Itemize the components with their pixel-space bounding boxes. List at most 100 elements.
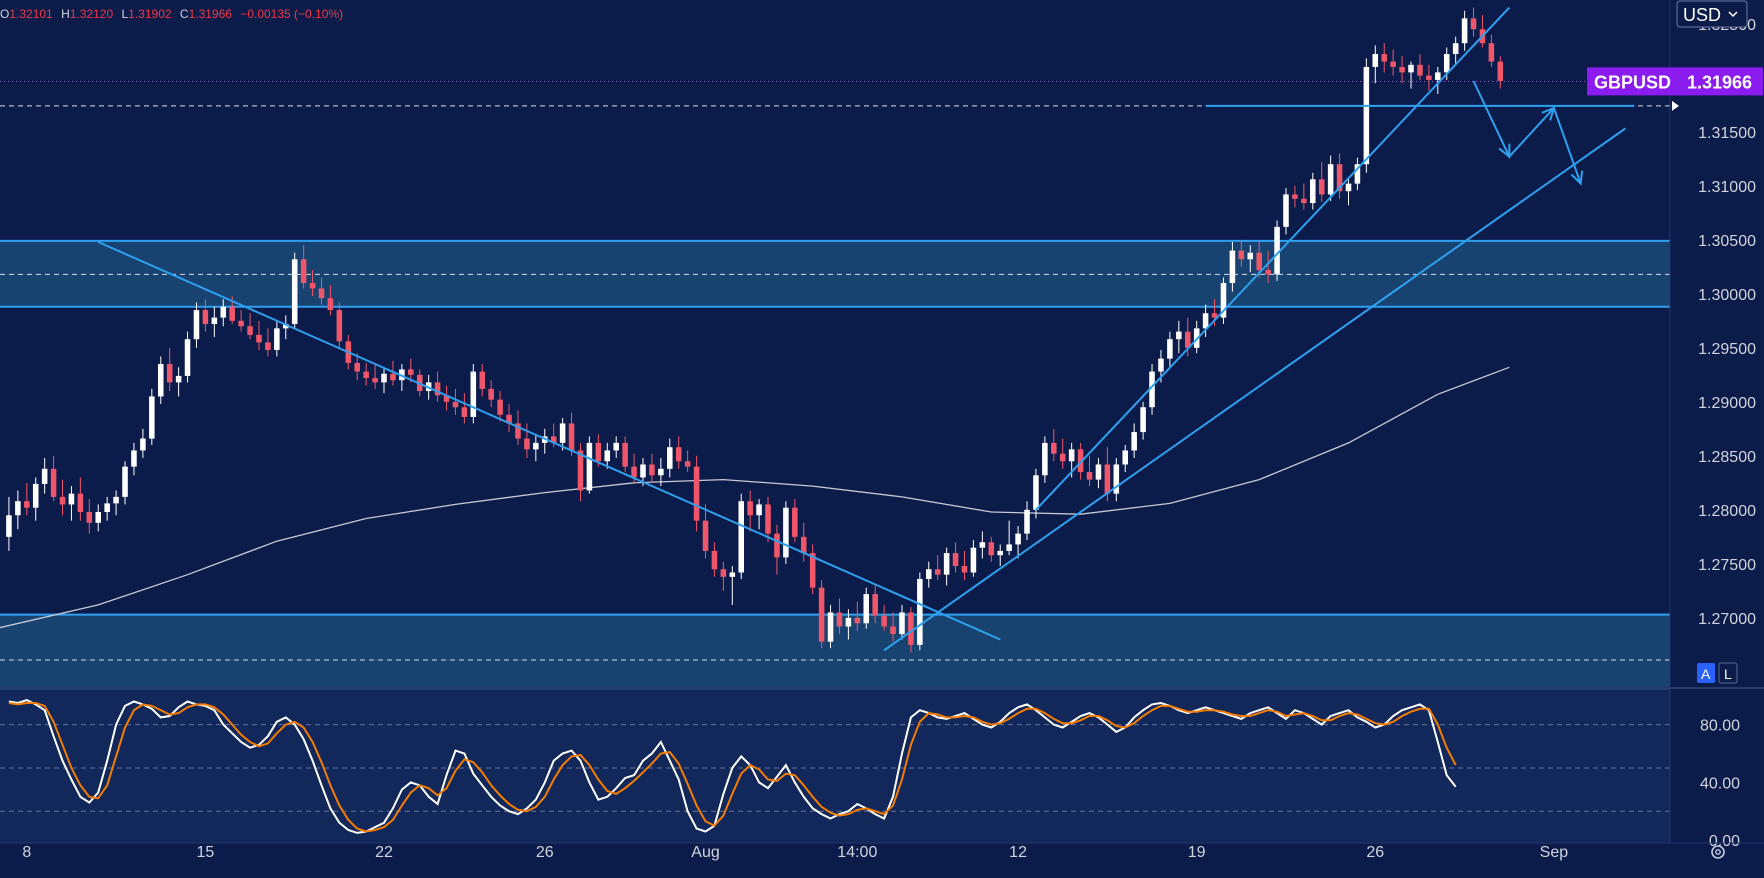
candle[interactable] <box>1059 438 1066 469</box>
candle[interactable] <box>622 436 628 473</box>
candle[interactable] <box>354 353 360 381</box>
candle[interactable] <box>711 542 718 577</box>
candle[interactable] <box>908 607 914 653</box>
uptrend-main-line[interactable] <box>883 127 1626 652</box>
candle[interactable] <box>15 490 21 530</box>
candle[interactable] <box>479 364 486 397</box>
currency-button-frame[interactable] <box>1676 0 1748 28</box>
price-tick-label[interactable]: 1.27500 <box>1698 557 1756 574</box>
oscillator-tick-label[interactable]: 40.00 <box>1700 775 1740 792</box>
candle[interactable] <box>390 360 396 386</box>
candle[interactable] <box>577 442 584 502</box>
chevron-down-icon[interactable] <box>1728 11 1738 18</box>
candle[interactable] <box>881 604 887 631</box>
drawings-layer[interactable] <box>97 6 1635 652</box>
candle[interactable] <box>1033 468 1039 519</box>
support-zone[interactable] <box>0 614 1670 695</box>
time-tick-label[interactable]: 12 <box>1009 844 1027 861</box>
candle[interactable] <box>702 504 709 559</box>
time-tick-label[interactable]: 14:00 <box>837 844 877 861</box>
candle[interactable] <box>756 499 762 530</box>
candle[interactable] <box>800 522 807 562</box>
candle[interactable] <box>783 501 789 564</box>
candle[interactable] <box>291 252 298 329</box>
candle[interactable] <box>836 598 843 635</box>
candle[interactable] <box>41 458 48 494</box>
candle[interactable] <box>274 320 280 357</box>
time-tick-label[interactable]: 8 <box>22 844 31 861</box>
candle[interactable] <box>184 331 191 383</box>
candle[interactable] <box>613 436 619 458</box>
candle[interactable] <box>1149 364 1155 415</box>
price-tick-label[interactable]: 1.27000 <box>1698 611 1756 628</box>
candle[interactable] <box>917 572 923 651</box>
candle[interactable] <box>175 367 182 397</box>
candle[interactable] <box>434 371 441 402</box>
candle[interactable] <box>1086 455 1093 487</box>
candle[interactable] <box>1292 185 1298 208</box>
time-tick-label[interactable]: Sep <box>1540 844 1569 861</box>
candle[interactable] <box>104 496 110 521</box>
candle[interactable] <box>1435 66 1441 94</box>
candle[interactable] <box>872 585 878 624</box>
log-scale-button-frame[interactable] <box>1718 662 1738 684</box>
price-tick-label[interactable]: 1.29000 <box>1698 395 1756 412</box>
candle[interactable] <box>934 555 941 581</box>
candle[interactable] <box>318 277 325 305</box>
candle[interactable] <box>309 270 316 296</box>
candle[interactable] <box>684 450 691 473</box>
candle[interactable] <box>1131 423 1137 458</box>
candle[interactable] <box>166 347 173 392</box>
time-tick-label[interactable]: 26 <box>1366 844 1384 861</box>
uptrend-steep-line[interactable] <box>1035 6 1511 511</box>
candle[interactable] <box>1265 250 1271 284</box>
candle[interactable] <box>738 493 744 579</box>
candle[interactable] <box>336 302 343 348</box>
candle[interactable] <box>1461 10 1468 51</box>
candle[interactable] <box>1488 34 1495 67</box>
candle[interactable] <box>997 544 1003 567</box>
candle[interactable] <box>774 524 780 575</box>
candle[interactable] <box>943 547 950 586</box>
candle[interactable] <box>1202 304 1209 338</box>
candle[interactable] <box>1140 401 1146 440</box>
candle[interactable] <box>238 310 244 332</box>
candle[interactable] <box>1318 162 1325 202</box>
candle[interactable] <box>363 362 369 386</box>
candle[interactable] <box>1381 43 1387 73</box>
candle[interactable] <box>792 499 798 543</box>
price-tick-label[interactable]: 1.31000 <box>1698 179 1756 196</box>
candle[interactable] <box>68 486 75 521</box>
currency-button[interactable]: USD <box>1676 0 1748 28</box>
candle[interactable] <box>1345 177 1352 206</box>
candle[interactable] <box>113 490 119 516</box>
candle[interactable] <box>899 604 905 640</box>
candle[interactable] <box>506 403 512 433</box>
candle[interactable] <box>157 356 164 404</box>
candle[interactable] <box>1015 526 1021 559</box>
auto-scale-label[interactable]: A <box>1701 666 1711 682</box>
auto-scale-button-frame[interactable] <box>1697 663 1715 683</box>
gear-icon[interactable] <box>1711 845 1725 859</box>
candle[interactable] <box>667 438 673 478</box>
downtrend-line[interactable] <box>97 241 1001 641</box>
candle[interactable] <box>1497 56 1504 89</box>
candle[interactable] <box>970 540 977 577</box>
candle[interactable] <box>1238 239 1245 267</box>
candle[interactable] <box>300 245 307 289</box>
resistance-zone[interactable] <box>0 240 1670 307</box>
time-tick-label[interactable]: 26 <box>536 844 554 861</box>
candle[interactable] <box>32 477 39 521</box>
candle[interactable] <box>1470 7 1477 37</box>
candle[interactable] <box>854 601 861 631</box>
candle[interactable] <box>1247 245 1254 273</box>
log-scale-button[interactable]: L <box>1718 662 1738 684</box>
gear-hub[interactable] <box>1715 849 1721 855</box>
time-tick-label[interactable]: 22 <box>375 844 393 861</box>
candle[interactable] <box>1220 277 1227 325</box>
candle[interactable] <box>1327 155 1334 201</box>
candle[interactable] <box>890 612 896 642</box>
candle[interactable] <box>122 461 128 505</box>
candle[interactable] <box>1167 331 1173 368</box>
